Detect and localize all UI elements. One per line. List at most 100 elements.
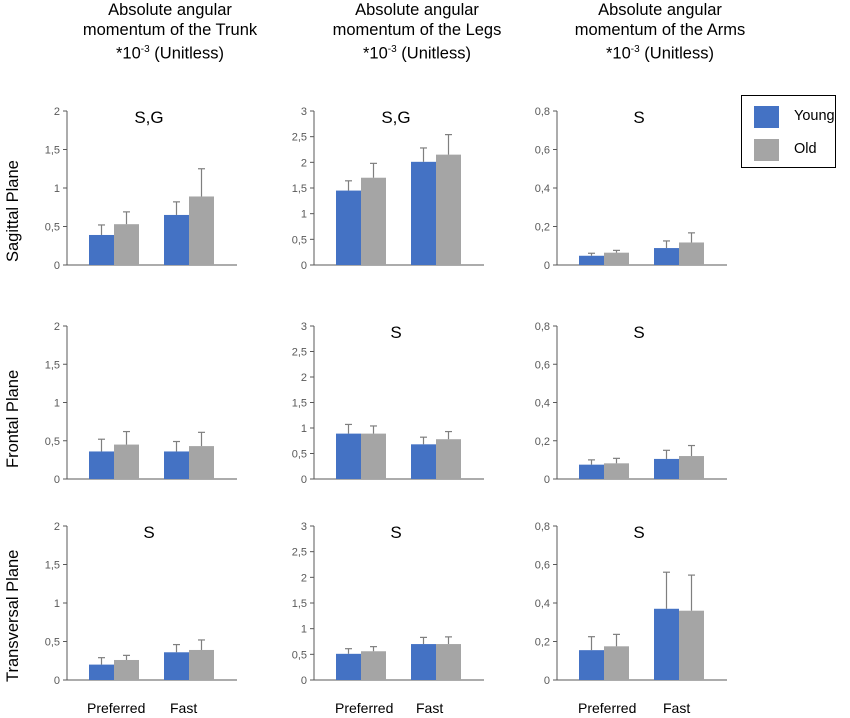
- significance-annotation-r3c1: S: [143, 523, 154, 542]
- bar-old-fast-r2c1: [189, 446, 214, 479]
- y-tick-label-r3c3: 0: [544, 675, 550, 687]
- y-tick-label-r2c3: 0,2: [535, 436, 550, 448]
- bar-young-preferred-r3c3: [579, 650, 604, 680]
- y-tick-label-r1c1: 1,5: [45, 145, 60, 157]
- y-tick-label-r1c1: 1: [54, 183, 60, 195]
- y-tick-label-r3c2: 1: [301, 624, 307, 636]
- significance-annotation-r1c3: S: [633, 108, 644, 127]
- x-label-fast-col1: Fast: [170, 700, 198, 716]
- column-title-line1: Absolute angular: [355, 1, 479, 19]
- y-tick-label-r1c3: 0,8: [535, 106, 550, 118]
- bar-young-preferred-r2c1: [89, 451, 114, 479]
- y-tick-label-r1c3: 0,2: [535, 222, 550, 234]
- x-label-preferred-col3: Preferred: [578, 700, 637, 716]
- bar-old-preferred-r2c1: [114, 444, 139, 479]
- x-label-preferred-col1: Preferred: [87, 700, 146, 716]
- y-tick-label-r1c2: 0,5: [292, 234, 307, 246]
- bar-young-preferred-r1c1: [89, 234, 114, 265]
- significance-annotation-r1c2: S,G: [381, 108, 410, 127]
- significance-annotation-r1c1: S,G: [134, 108, 163, 127]
- bar-old-preferred-r2c2: [361, 433, 386, 479]
- legend-swatch-young: [754, 106, 779, 128]
- bar-young-fast-r3c1: [164, 652, 189, 680]
- y-tick-label-r2c3: 0,6: [535, 359, 550, 371]
- legend: Young Old: [741, 95, 836, 168]
- bar-old-preferred-r3c2: [361, 651, 386, 680]
- y-tick-label-r2c1: 0,5: [45, 436, 60, 448]
- significance-annotation-r2c3: S: [633, 323, 644, 342]
- bar-young-preferred-r2c3: [579, 464, 604, 479]
- bar-old-preferred-r3c3: [604, 646, 629, 680]
- y-tick-label-r2c2: 2,5: [292, 347, 307, 359]
- y-tick-label-r1c2: 1,5: [292, 183, 307, 195]
- x-label-fast-col3: Fast: [663, 700, 691, 716]
- bar-young-fast-r3c2: [411, 644, 436, 680]
- y-tick-label-r3c2: 2: [301, 572, 307, 584]
- y-tick-label-r2c1: 0: [54, 474, 60, 486]
- y-tick-label-r2c3: 0: [544, 474, 550, 486]
- bar-old-fast-r1c1: [189, 196, 214, 265]
- column-title-line2: momentum of the Trunk: [82, 21, 258, 39]
- y-tick-label-r2c1: 1,5: [45, 359, 60, 371]
- y-tick-label-r2c2: 1,5: [292, 398, 307, 410]
- bar-old-fast-r2c2: [436, 439, 461, 479]
- column-title-unit: *10-3 (Unitless): [363, 44, 471, 63]
- bar-young-fast-r2c3: [654, 458, 679, 479]
- column-title-arms: Absolute angular momentum of the Arms *1…: [535, 0, 785, 64]
- y-tick-label-r2c3: 0,8: [535, 321, 550, 333]
- column-title-line1: Absolute angular: [598, 1, 722, 19]
- y-tick-label-r3c1: 0,5: [45, 637, 60, 649]
- y-tick-label-r3c3: 0,8: [535, 521, 550, 533]
- y-tick-label-r2c2: 2: [301, 372, 307, 384]
- y-tick-label-r1c1: 2: [54, 106, 60, 118]
- y-tick-label-r1c1: 0: [54, 260, 60, 272]
- bar-young-preferred-r1c2: [336, 190, 361, 265]
- y-tick-label-r3c1: 1,5: [45, 560, 60, 572]
- bar-young-preferred-r1c3: [579, 255, 604, 265]
- column-title-line1: Absolute angular: [108, 1, 232, 19]
- column-title-trunk: Absolute angular momentum of the Trunk *…: [45, 0, 295, 64]
- significance-annotation-r2c2: S: [390, 323, 401, 342]
- y-tick-label-r2c2: 0,5: [292, 449, 307, 461]
- y-tick-label-r2c1: 1: [54, 398, 60, 410]
- y-tick-label-r1c2: 0: [301, 260, 307, 272]
- bar-young-fast-r2c2: [411, 444, 436, 479]
- bar-old-preferred-r1c3: [604, 252, 629, 265]
- y-tick-label-r1c2: 1: [301, 209, 307, 221]
- column-title-legs: Absolute angular momentum of the Legs *1…: [292, 0, 542, 64]
- y-tick-label-r1c3: 0,4: [535, 183, 550, 195]
- bar-old-preferred-r3c1: [114, 659, 139, 680]
- column-title-unit: *10-3 (Unitless): [116, 44, 224, 63]
- y-tick-label-r3c2: 2,5: [292, 547, 307, 559]
- y-tick-label-r1c3: 0: [544, 260, 550, 272]
- y-tick-label-r2c2: 0: [301, 474, 307, 486]
- bar-old-fast-r3c2: [436, 644, 461, 680]
- y-tick-label-r3c1: 0: [54, 675, 60, 687]
- significance-annotation-r3c2: S: [390, 523, 401, 542]
- bar-old-fast-r3c1: [189, 649, 214, 680]
- legend-label-old: Old: [794, 141, 817, 157]
- y-tick-label-r3c3: 0,6: [535, 560, 550, 572]
- y-tick-label-r3c3: 0,4: [535, 598, 550, 610]
- x-label-fast-col2: Fast: [416, 700, 444, 716]
- y-tick-label-r1c2: 2: [301, 157, 307, 169]
- bar-young-fast-r3c3: [654, 608, 679, 680]
- bar-old-fast-r3c3: [679, 610, 704, 680]
- y-tick-label-r3c3: 0,2: [535, 637, 550, 649]
- bar-young-fast-r1c2: [411, 161, 436, 265]
- bar-old-preferred-r2c3: [604, 463, 629, 479]
- y-tick-label-r1c1: 0,5: [45, 222, 60, 234]
- column-title-unit: *10-3 (Unitless): [606, 44, 714, 63]
- bar-young-preferred-r3c1: [89, 664, 114, 680]
- y-tick-label-r1c2: 3: [301, 106, 307, 118]
- y-tick-label-r3c2: 1,5: [292, 598, 307, 610]
- legend-swatch-old: [754, 139, 779, 161]
- bar-young-preferred-r2c2: [336, 433, 361, 479]
- y-tick-label-r1c3: 0,6: [535, 145, 550, 157]
- bar-old-preferred-r1c2: [361, 177, 386, 265]
- y-tick-label-r2c2: 3: [301, 321, 307, 333]
- y-tick-label-r2c2: 1: [301, 423, 307, 435]
- bar-old-fast-r1c3: [679, 242, 704, 265]
- bar-old-fast-r1c2: [436, 154, 461, 265]
